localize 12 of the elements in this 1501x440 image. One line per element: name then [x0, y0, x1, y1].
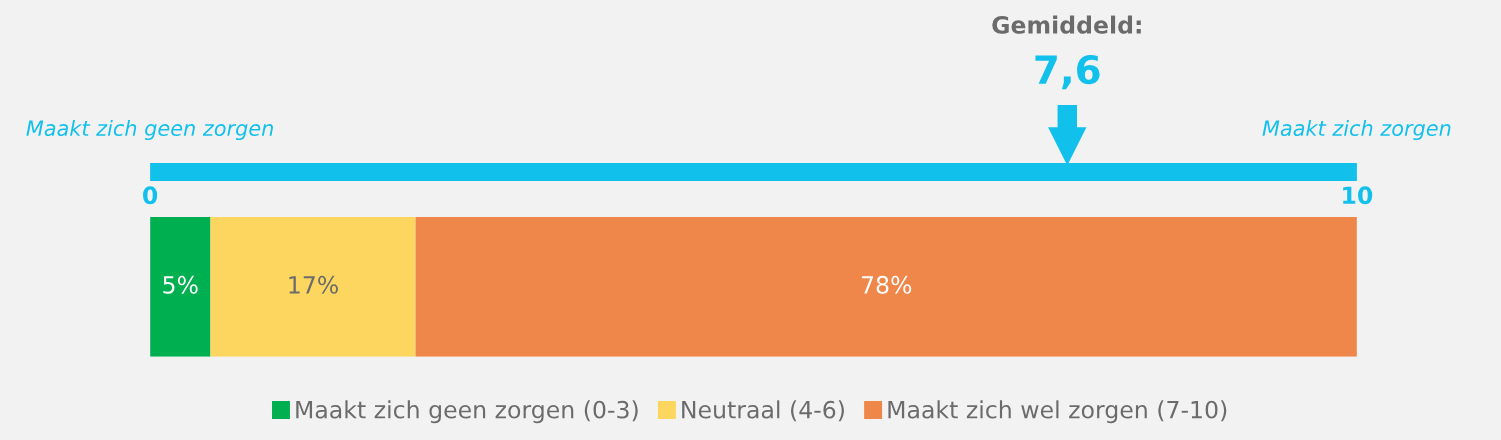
- legend-label: Maakt zich geen zorgen (0-3): [296, 400, 638, 424]
- data-label: 17%: [289, 275, 338, 294]
- legend-label: Neutraal (4-6): [682, 400, 844, 422]
- data-label: 78%: [861, 275, 912, 294]
- data-label: 5%: [163, 275, 198, 294]
- text: Gemiddeld:: [992, 15, 1141, 34]
- x2-tick-label: 10: [1343, 186, 1373, 205]
- text: Maakt zich zorgen: [1262, 119, 1451, 141]
- ref-line-label: 7,6: [1035, 54, 1100, 90]
- x2-tick-label: 0: [143, 186, 158, 205]
- legend-label: Maakt zich wel zorgen (7-10): [888, 400, 1227, 424]
- text: Maakt zich geen zorgen: [26, 119, 273, 141]
